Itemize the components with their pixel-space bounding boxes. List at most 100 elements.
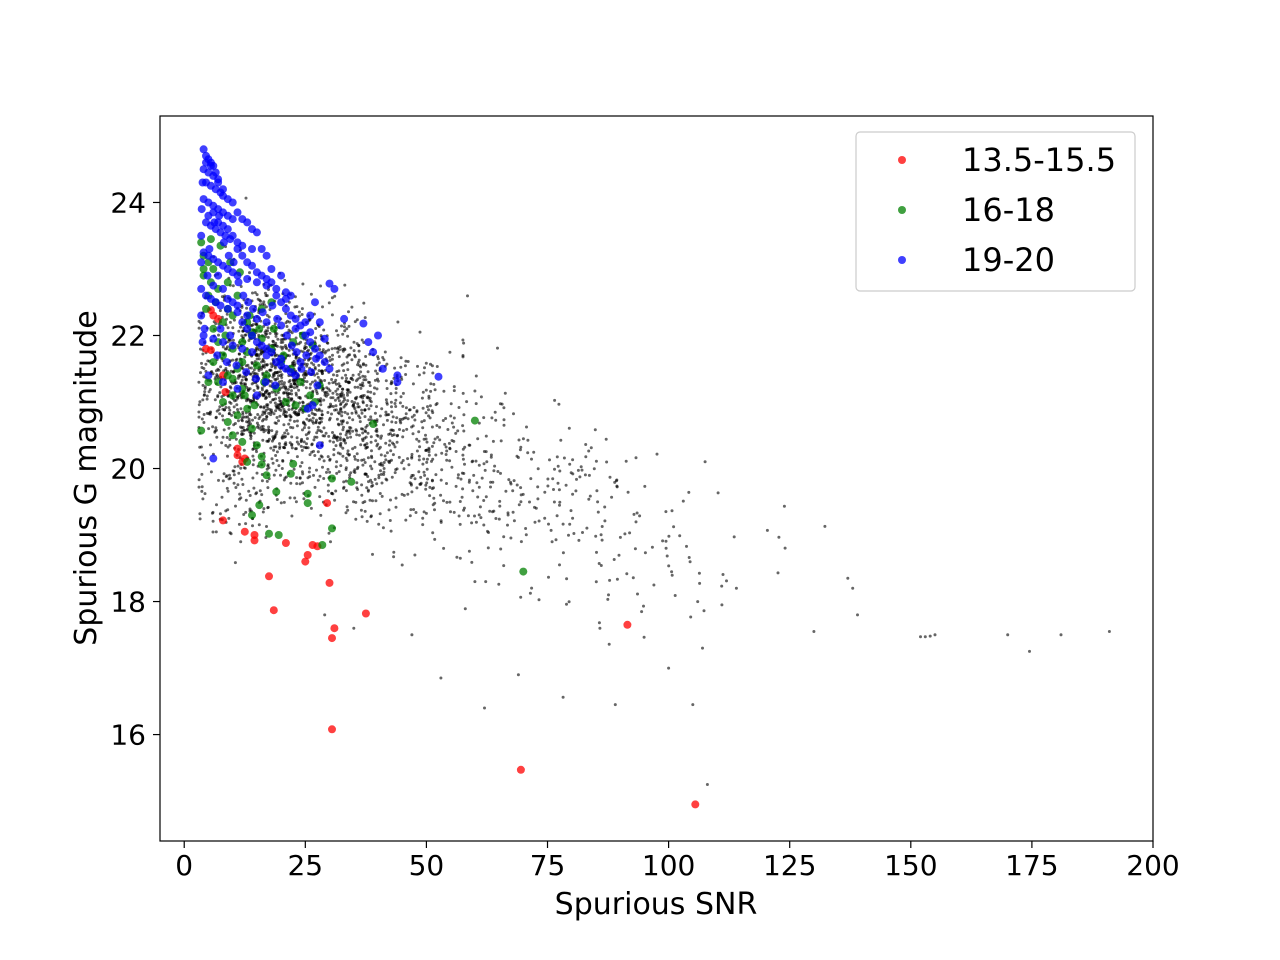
background-point: [342, 325, 346, 329]
background-point: [309, 292, 313, 296]
background-point: [218, 391, 222, 395]
background-point: [298, 464, 302, 468]
background-point: [442, 389, 446, 393]
background-point: [370, 467, 374, 471]
x-tick-label: 75: [530, 849, 566, 882]
background-point: [551, 477, 555, 481]
background-point: [458, 500, 462, 503]
background-point: [364, 435, 368, 439]
background-point: [245, 428, 249, 432]
background-point: [596, 500, 600, 504]
background-point: [928, 634, 932, 638]
background-point: [240, 334, 244, 338]
background-point: [300, 313, 304, 316]
background-point: [211, 425, 215, 429]
background-point: [220, 441, 224, 445]
background-point: [310, 443, 314, 447]
background-point: [366, 431, 370, 435]
data-point: [204, 378, 213, 387]
background-point: [546, 477, 550, 481]
background-point: [307, 470, 311, 474]
background-point: [297, 310, 301, 314]
background-point: [482, 416, 486, 420]
background-point: [244, 378, 248, 382]
background-point: [447, 441, 451, 445]
background-point: [198, 517, 202, 521]
background-point: [421, 523, 425, 527]
background-point: [689, 615, 693, 619]
background-point: [306, 431, 310, 435]
background-point: [344, 466, 348, 470]
background-point: [290, 392, 294, 396]
background-point: [323, 613, 327, 617]
background-point: [237, 471, 241, 475]
background-point: [561, 522, 565, 526]
data-point: [277, 271, 286, 280]
background-point: [436, 435, 440, 439]
background-point: [416, 364, 419, 368]
data-point: [233, 411, 242, 420]
background-point: [608, 578, 612, 582]
background-point: [496, 346, 499, 350]
background-point: [315, 390, 319, 394]
background-point: [368, 399, 372, 402]
background-point: [580, 468, 584, 472]
background-point: [326, 483, 330, 487]
background-point: [375, 418, 379, 422]
background-point: [287, 392, 291, 396]
background-point: [430, 409, 434, 413]
background-point: [374, 429, 378, 433]
background-point: [734, 586, 738, 590]
background-point: [385, 387, 389, 390]
background-point: [461, 487, 465, 491]
data-point: [255, 324, 264, 333]
background-point: [489, 480, 493, 484]
background-point: [482, 499, 486, 502]
background-point: [201, 453, 205, 457]
data-point: [198, 178, 207, 187]
background-point: [392, 550, 396, 554]
background-point: [295, 424, 299, 428]
background-point: [440, 468, 444, 472]
data-point: [248, 225, 256, 234]
background-point: [406, 492, 410, 496]
background-point: [392, 442, 396, 446]
background-point: [381, 356, 385, 359]
background-point: [776, 571, 780, 575]
background-point: [720, 603, 724, 607]
data-point: [228, 391, 237, 400]
background-point: [271, 398, 275, 402]
background-point: [305, 437, 309, 441]
background-point: [372, 392, 376, 396]
background-point: [256, 385, 260, 389]
background-point: [571, 458, 575, 462]
background-point: [292, 386, 296, 390]
background-point: [589, 446, 593, 450]
background-point: [348, 431, 352, 435]
background-point: [493, 464, 497, 468]
background-point: [562, 456, 566, 460]
data-point: [206, 235, 215, 244]
background-point: [347, 324, 351, 328]
background-point: [427, 414, 430, 418]
data-point: [209, 358, 218, 367]
background-point: [457, 514, 461, 518]
background-point: [240, 430, 244, 433]
background-point: [297, 388, 301, 392]
background-point: [383, 454, 387, 458]
background-point: [224, 444, 228, 447]
background-point: [344, 441, 347, 445]
background-point: [502, 423, 506, 427]
background-point: [221, 345, 225, 349]
data-point: [219, 238, 228, 247]
background-point: [456, 473, 460, 477]
background-point: [283, 431, 287, 435]
data-point: [292, 348, 301, 357]
background-point: [418, 330, 422, 334]
background-point: [369, 435, 373, 439]
background-point: [596, 510, 600, 514]
background-point: [246, 388, 250, 392]
background-point: [613, 703, 617, 707]
background-point: [343, 283, 347, 287]
background-point: [382, 461, 386, 464]
